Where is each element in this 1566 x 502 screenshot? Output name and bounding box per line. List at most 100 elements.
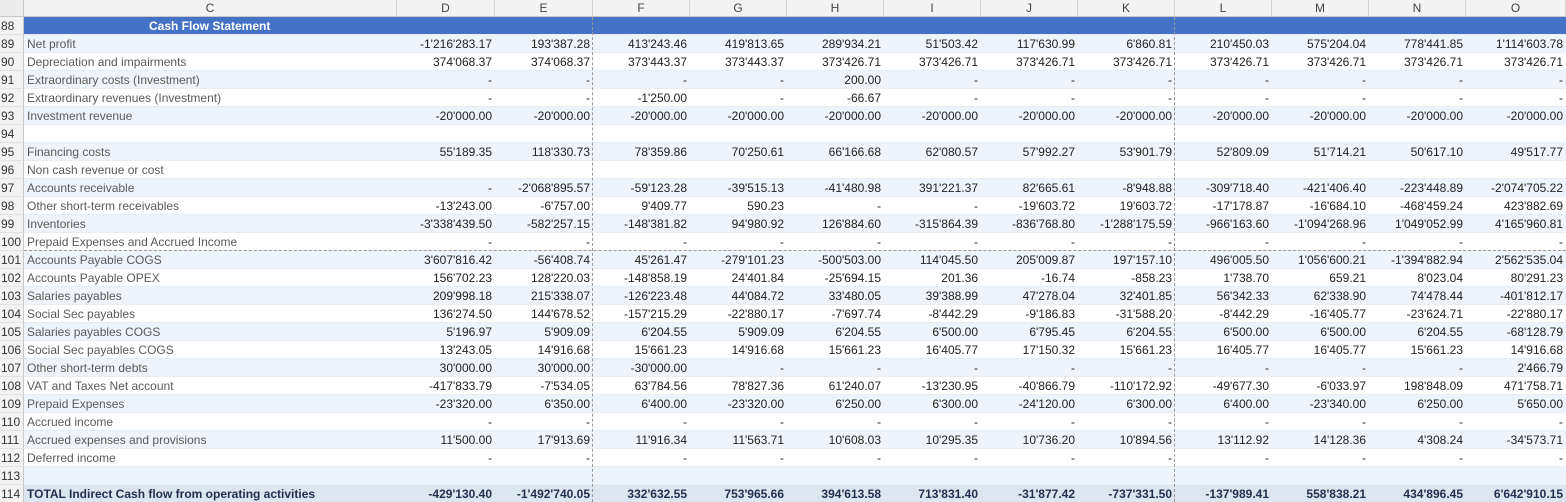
row-number[interactable]: 98 <box>0 197 24 215</box>
value-cell-i[interactable]: -315'864.39 <box>884 215 981 233</box>
value-cell-j[interactable]: - <box>981 233 1078 251</box>
column-header-e[interactable]: E <box>495 0 593 16</box>
row-number[interactable]: 112 <box>0 449 24 467</box>
value-cell-f[interactable] <box>593 467 690 485</box>
value-cell-f[interactable]: -30'000.00 <box>593 359 690 377</box>
value-cell-h[interactable]: - <box>787 197 884 215</box>
value-cell-e[interactable]: -20'000.00 <box>495 107 593 125</box>
value-cell-h[interactable]: -20'000.00 <box>787 107 884 125</box>
value-cell-h[interactable]: 289'934.21 <box>787 35 884 53</box>
value-cell-k[interactable]: - <box>1078 71 1175 89</box>
value-cell-f[interactable]: 9'409.77 <box>593 197 690 215</box>
value-cell-d[interactable]: -13'243.00 <box>397 197 495 215</box>
value-cell-e[interactable]: -7'534.05 <box>495 377 593 395</box>
select-all-corner[interactable] <box>0 0 24 16</box>
value-cell-h[interactable]: 200.00 <box>787 71 884 89</box>
value-cell-h[interactable]: 66'166.68 <box>787 143 884 161</box>
value-cell-d[interactable]: 156'702.23 <box>397 269 495 287</box>
value-cell-d[interactable]: - <box>397 89 495 107</box>
value-cell-l[interactable]: 1'738.70 <box>1175 269 1272 287</box>
value-cell-j[interactable]: -20'000.00 <box>981 107 1078 125</box>
row-label-cell[interactable]: Accounts Payable COGS <box>24 251 397 269</box>
row-number[interactable]: 88 <box>0 17 24 35</box>
row-label-cell[interactable] <box>24 125 397 143</box>
value-cell-l[interactable] <box>1175 17 1272 35</box>
value-cell-g[interactable]: 419'813.65 <box>690 35 787 53</box>
value-cell-h[interactable]: -500'503.00 <box>787 251 884 269</box>
row-label-cell[interactable]: Salaries payables COGS <box>24 323 397 341</box>
value-cell-d[interactable]: 374'068.37 <box>397 53 495 71</box>
value-cell-e[interactable]: -2'068'895.57 <box>495 179 593 197</box>
row-label-cell[interactable]: Accounts Payable OPEX <box>24 269 397 287</box>
value-cell-l[interactable]: 6'400.00 <box>1175 395 1272 413</box>
value-cell-k[interactable]: - <box>1078 413 1175 431</box>
value-cell-o[interactable]: -68'128.79 <box>1466 323 1566 341</box>
value-cell-e[interactable]: -1'492'740.05 <box>495 485 593 502</box>
value-cell-d[interactable]: -20'000.00 <box>397 107 495 125</box>
row-number[interactable]: 106 <box>0 341 24 359</box>
column-header-l[interactable]: L <box>1175 0 1272 16</box>
value-cell-g[interactable]: 11'563.71 <box>690 431 787 449</box>
value-cell-l[interactable]: - <box>1175 413 1272 431</box>
value-cell-g[interactable]: -39'515.13 <box>690 179 787 197</box>
value-cell-l[interactable]: 6'500.00 <box>1175 323 1272 341</box>
value-cell-i[interactable]: - <box>884 197 981 215</box>
value-cell-d[interactable] <box>397 17 495 35</box>
value-cell-e[interactable]: - <box>495 413 593 431</box>
value-cell-g[interactable]: 44'084.72 <box>690 287 787 305</box>
value-cell-m[interactable]: -16'684.10 <box>1272 197 1369 215</box>
value-cell-n[interactable]: - <box>1369 233 1466 251</box>
value-cell-f[interactable]: -1'250.00 <box>593 89 690 107</box>
value-cell-l[interactable]: - <box>1175 449 1272 467</box>
value-cell-m[interactable]: - <box>1272 233 1369 251</box>
value-cell-i[interactable]: 201.36 <box>884 269 981 287</box>
row-label-cell[interactable]: Deferred income <box>24 449 397 467</box>
value-cell-j[interactable]: 82'665.61 <box>981 179 1078 197</box>
value-cell-i[interactable]: 62'080.57 <box>884 143 981 161</box>
value-cell-h[interactable]: 373'426.71 <box>787 53 884 71</box>
value-cell-f[interactable]: 413'243.46 <box>593 35 690 53</box>
row-label-cell[interactable]: Prepaid Expenses <box>24 395 397 413</box>
row-number[interactable]: 102 <box>0 269 24 287</box>
value-cell-l[interactable] <box>1175 161 1272 179</box>
value-cell-h[interactable]: 394'613.58 <box>787 485 884 502</box>
value-cell-g[interactable]: 590.23 <box>690 197 787 215</box>
value-cell-j[interactable]: -40'866.79 <box>981 377 1078 395</box>
value-cell-m[interactable]: - <box>1272 89 1369 107</box>
column-header-o[interactable]: O <box>1466 0 1566 16</box>
value-cell-h[interactable] <box>787 17 884 35</box>
value-cell-k[interactable]: -737'331.50 <box>1078 485 1175 502</box>
row-number[interactable]: 105 <box>0 323 24 341</box>
row-label-cell[interactable]: Other short-term receivables <box>24 197 397 215</box>
value-cell-e[interactable] <box>495 161 593 179</box>
value-cell-d[interactable]: -417'833.79 <box>397 377 495 395</box>
value-cell-i[interactable]: -20'000.00 <box>884 107 981 125</box>
value-cell-j[interactable]: -19'603.72 <box>981 197 1078 215</box>
value-cell-j[interactable] <box>981 467 1078 485</box>
value-cell-g[interactable]: -22'880.17 <box>690 305 787 323</box>
value-cell-l[interactable]: 496'005.50 <box>1175 251 1272 269</box>
value-cell-i[interactable]: 713'831.40 <box>884 485 981 502</box>
value-cell-f[interactable]: 332'632.55 <box>593 485 690 502</box>
value-cell-g[interactable]: 5'909.09 <box>690 323 787 341</box>
value-cell-k[interactable] <box>1078 125 1175 143</box>
value-cell-i[interactable]: - <box>884 71 981 89</box>
value-cell-j[interactable]: -31'877.42 <box>981 485 1078 502</box>
value-cell-i[interactable]: -8'442.29 <box>884 305 981 323</box>
value-cell-i[interactable]: - <box>884 89 981 107</box>
row-number[interactable]: 113 <box>0 467 24 485</box>
value-cell-o[interactable]: - <box>1466 233 1566 251</box>
row-number[interactable]: 94 <box>0 125 24 143</box>
value-cell-f[interactable]: 6'400.00 <box>593 395 690 413</box>
value-cell-k[interactable]: -20'000.00 <box>1078 107 1175 125</box>
value-cell-e[interactable]: 17'913.69 <box>495 431 593 449</box>
value-cell-d[interactable]: -23'320.00 <box>397 395 495 413</box>
value-cell-g[interactable]: - <box>690 89 787 107</box>
value-cell-n[interactable] <box>1369 161 1466 179</box>
value-cell-h[interactable]: 126'884.60 <box>787 215 884 233</box>
row-number[interactable]: 99 <box>0 215 24 233</box>
row-label-cell[interactable]: Net profit <box>24 35 397 53</box>
value-cell-l[interactable]: 13'112.92 <box>1175 431 1272 449</box>
value-cell-i[interactable] <box>884 125 981 143</box>
row-number[interactable]: 93 <box>0 107 24 125</box>
